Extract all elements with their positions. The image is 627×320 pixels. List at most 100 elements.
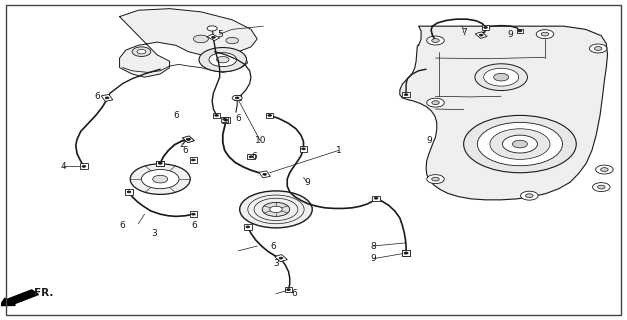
Circle shape <box>404 252 408 254</box>
Text: 7: 7 <box>461 28 466 37</box>
Circle shape <box>209 52 236 67</box>
Circle shape <box>525 194 533 197</box>
Circle shape <box>249 156 253 158</box>
Polygon shape <box>80 164 88 169</box>
Circle shape <box>191 159 195 161</box>
Circle shape <box>302 148 305 150</box>
Polygon shape <box>475 32 487 38</box>
Circle shape <box>589 44 607 53</box>
Circle shape <box>270 206 282 212</box>
Polygon shape <box>125 189 133 195</box>
Circle shape <box>483 27 487 28</box>
Circle shape <box>463 116 576 173</box>
Circle shape <box>427 36 445 45</box>
Text: 6: 6 <box>120 221 125 230</box>
Text: 6: 6 <box>270 242 276 251</box>
Polygon shape <box>300 146 307 152</box>
Circle shape <box>502 135 537 153</box>
Text: 3: 3 <box>273 259 279 268</box>
Circle shape <box>541 32 549 36</box>
Circle shape <box>142 170 179 189</box>
Polygon shape <box>157 161 164 166</box>
Polygon shape <box>207 34 220 41</box>
Text: 9: 9 <box>426 136 432 145</box>
Circle shape <box>490 129 550 159</box>
Polygon shape <box>221 116 228 122</box>
Circle shape <box>153 175 168 183</box>
Circle shape <box>287 289 290 291</box>
Circle shape <box>130 164 190 195</box>
Text: 3: 3 <box>151 229 157 238</box>
Circle shape <box>262 202 290 216</box>
Circle shape <box>594 47 602 50</box>
Polygon shape <box>234 95 241 100</box>
Circle shape <box>159 162 162 164</box>
Polygon shape <box>400 26 608 200</box>
Circle shape <box>186 138 190 140</box>
Polygon shape <box>259 171 270 178</box>
Polygon shape <box>182 136 194 143</box>
Circle shape <box>199 48 246 72</box>
Circle shape <box>427 175 445 184</box>
Circle shape <box>475 64 527 91</box>
Text: 5: 5 <box>217 30 223 39</box>
Circle shape <box>223 118 226 120</box>
Circle shape <box>404 252 408 254</box>
Circle shape <box>432 101 440 105</box>
Circle shape <box>263 173 266 175</box>
Circle shape <box>127 191 131 193</box>
Circle shape <box>186 138 190 140</box>
Circle shape <box>159 162 162 164</box>
Polygon shape <box>213 113 220 118</box>
Polygon shape <box>403 250 410 256</box>
Polygon shape <box>275 255 287 262</box>
Circle shape <box>593 183 610 192</box>
Polygon shape <box>222 117 230 123</box>
Polygon shape <box>189 212 197 217</box>
Circle shape <box>483 68 519 86</box>
Circle shape <box>240 191 312 228</box>
Circle shape <box>193 35 208 43</box>
Circle shape <box>232 95 242 100</box>
Text: 6: 6 <box>292 289 298 298</box>
Circle shape <box>479 34 483 36</box>
Circle shape <box>211 36 215 38</box>
Circle shape <box>432 177 440 181</box>
Text: 6: 6 <box>192 221 198 230</box>
Circle shape <box>226 37 238 44</box>
Circle shape <box>214 115 218 116</box>
Circle shape <box>427 98 445 107</box>
Polygon shape <box>244 224 252 230</box>
Circle shape <box>105 97 109 99</box>
Circle shape <box>137 50 146 54</box>
Circle shape <box>404 94 408 96</box>
Text: 6: 6 <box>173 111 179 120</box>
Circle shape <box>132 47 151 56</box>
Circle shape <box>601 168 608 172</box>
Polygon shape <box>189 157 197 163</box>
Polygon shape <box>403 92 410 97</box>
Polygon shape <box>372 196 380 201</box>
Text: 6: 6 <box>182 146 188 155</box>
Text: FR.: FR. <box>34 288 53 298</box>
Circle shape <box>598 185 605 189</box>
FancyArrow shape <box>0 290 38 306</box>
Text: 6: 6 <box>236 114 241 123</box>
Text: 9: 9 <box>304 178 310 187</box>
Text: 9: 9 <box>508 30 514 39</box>
Text: 6: 6 <box>95 92 100 101</box>
Circle shape <box>512 140 527 148</box>
Circle shape <box>207 26 217 31</box>
Circle shape <box>279 257 283 259</box>
Polygon shape <box>120 9 257 77</box>
Text: 9: 9 <box>370 254 376 263</box>
Text: 8: 8 <box>370 242 376 251</box>
Polygon shape <box>102 94 113 101</box>
Text: 2: 2 <box>179 140 185 148</box>
Circle shape <box>432 39 440 43</box>
Circle shape <box>536 30 554 39</box>
Polygon shape <box>266 113 273 118</box>
Circle shape <box>224 119 228 121</box>
Circle shape <box>518 30 522 32</box>
Polygon shape <box>517 28 524 33</box>
